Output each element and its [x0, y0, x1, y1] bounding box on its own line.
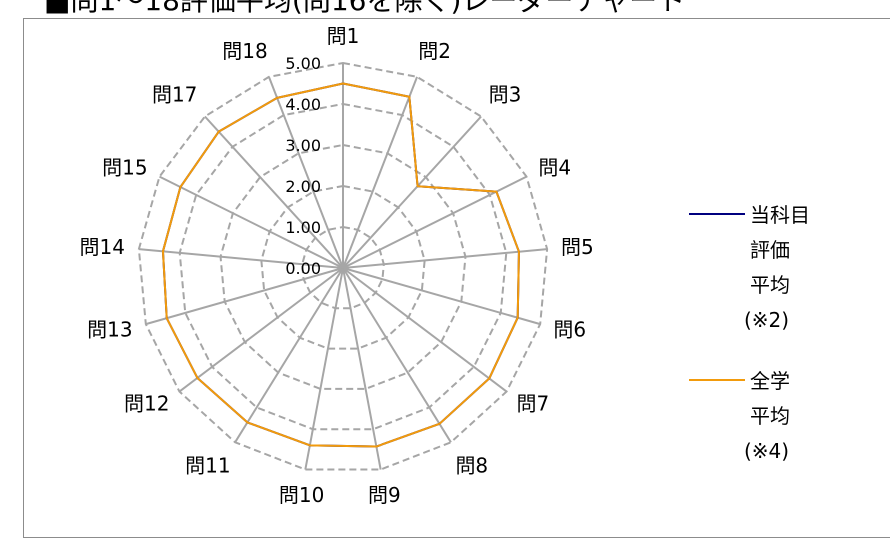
category-label: 問4 [538, 156, 571, 180]
series-line-2 [161, 82, 520, 448]
legend-label: (※4) [744, 439, 789, 463]
spoke-12 [178, 267, 344, 393]
spoke-7 [342, 267, 508, 393]
spoke-5 [342, 248, 548, 269]
legend-label: 平均 [750, 273, 790, 297]
spoke-16 [204, 115, 344, 269]
tick-label: 5.00 [285, 54, 321, 73]
tick-label: 3.00 [285, 136, 321, 155]
legend-label: 平均 [750, 404, 790, 428]
category-label: 問18 [222, 39, 267, 63]
legend-label: 当科目 [750, 203, 810, 227]
category-label: 問7 [517, 392, 550, 416]
grid-ring-5 [137, 61, 549, 471]
spoke-13 [145, 267, 344, 326]
spoke-15 [159, 175, 344, 269]
radar-chart: 0.00 1.00 2.00 3.00 4.00 5.00 問1 問2 問3 問4 問5 問6 問7 問8… [80, 24, 810, 507]
spoke-3 [342, 115, 482, 269]
spoke-2 [342, 76, 418, 269]
spoke-17 [268, 76, 344, 269]
category-label: 問14 [80, 235, 125, 259]
category-label: 問17 [152, 83, 197, 107]
legend-label: 評価 [750, 238, 790, 262]
tick-label: 0.00 [285, 259, 321, 278]
legend-label: 全学 [750, 369, 790, 393]
chart-title: ■問1〜18評価平均(問16を除く)レーダーチャート [44, 0, 686, 17]
tick-label: 4.00 [285, 95, 321, 114]
spoke-11 [234, 267, 344, 443]
category-label: 問10 [279, 483, 324, 507]
spoke-8 [342, 267, 452, 443]
category-label: 問2 [418, 39, 451, 63]
spoke-10 [304, 267, 344, 470]
category-label: 問13 [87, 318, 132, 342]
category-label: 問9 [368, 483, 401, 507]
category-label: 問15 [102, 156, 147, 180]
spoke-6 [342, 267, 541, 326]
category-label: 問1 [327, 24, 360, 48]
category-label: 問12 [124, 392, 169, 416]
grid-ring-1 [301, 225, 385, 310]
category-label: 問5 [561, 235, 594, 259]
category-label: 問3 [489, 83, 522, 107]
category-label: 問11 [185, 453, 230, 477]
legend-label: (※2) [744, 308, 789, 332]
grid-ring-4 [178, 102, 508, 431]
spoke-9 [342, 267, 382, 470]
spoke-14 [138, 248, 344, 269]
grid-ring-2 [260, 184, 426, 350]
category-label: 問8 [455, 453, 488, 477]
tick-label: 1.00 [285, 218, 321, 237]
grid-ring-3 [219, 143, 467, 390]
category-label: 問6 [553, 318, 586, 342]
tick-label: 2.00 [285, 177, 321, 196]
